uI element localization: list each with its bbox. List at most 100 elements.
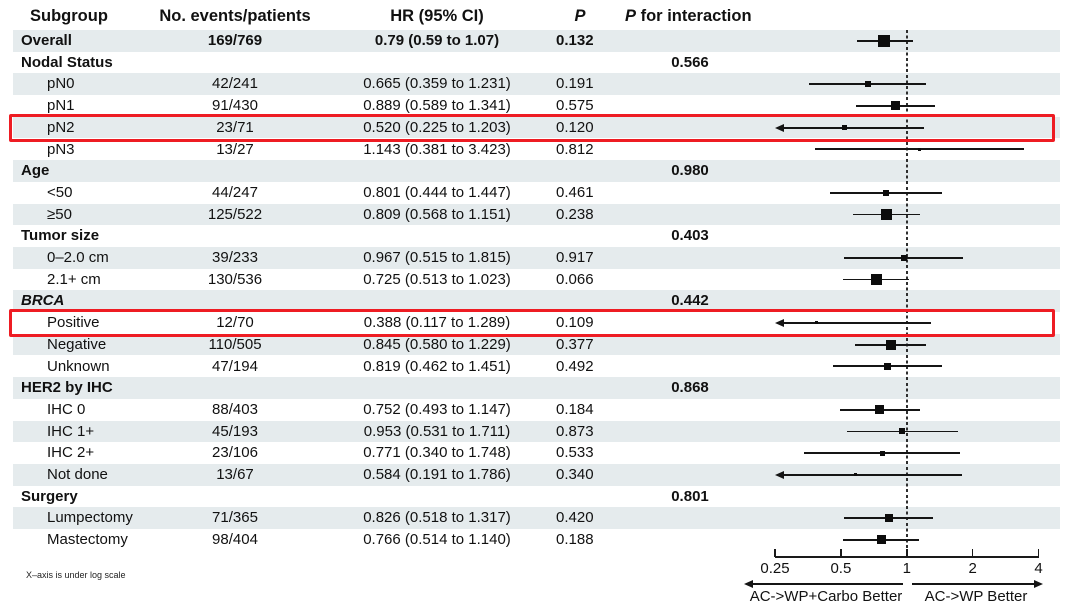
row-label: Lumpectomy xyxy=(47,509,133,527)
ci-line xyxy=(782,322,931,324)
row-events: 45/193 xyxy=(212,422,258,440)
row-label: Negative xyxy=(47,335,107,353)
column-header-p-interaction-rest: for interaction xyxy=(640,7,752,25)
row-hr-ci: 0.752 (0.493 to 1.147) xyxy=(363,400,511,418)
row-p-interaction: 0.801 xyxy=(671,487,709,505)
hr-marker xyxy=(878,34,891,47)
row-p: 0.575 xyxy=(556,97,594,115)
direction-arrow-left-head xyxy=(744,579,753,588)
hr-marker xyxy=(884,514,893,523)
hr-marker xyxy=(876,535,886,545)
hr-marker xyxy=(917,147,921,151)
row-shade-band xyxy=(13,377,1060,399)
x-axis-tick-label: 4 xyxy=(1034,560,1043,577)
row-label: Not done xyxy=(47,466,108,483)
row-p: 0.917 xyxy=(556,249,594,266)
hr-marker xyxy=(815,321,819,325)
row-hr-ci: 0.801 (0.444 to 1.447) xyxy=(363,183,511,201)
hr-marker xyxy=(864,81,871,88)
row-label: HER2 by IHC xyxy=(21,379,113,397)
column-header-p-interaction: P for interaction xyxy=(625,4,752,28)
ci-clip-arrow-left xyxy=(775,318,784,327)
row-p-interaction: 0.403 xyxy=(671,227,709,245)
row-shade-band xyxy=(13,247,1060,269)
hr-marker xyxy=(854,473,858,477)
row-hr-ci: 0.725 (0.513 to 1.023) xyxy=(363,270,511,288)
x-axis-tick-label: 0.5 xyxy=(830,560,852,577)
row-label: Overall xyxy=(21,32,72,49)
highlight-box xyxy=(9,309,1055,338)
row-hr-ci: 0.826 (0.518 to 1.317) xyxy=(363,509,511,527)
row-events: 169/769 xyxy=(207,32,263,49)
row-p: 0.066 xyxy=(556,270,594,288)
column-header-hr-ci: HR (95% CI) xyxy=(390,7,484,25)
row-p: 0.812 xyxy=(556,140,594,158)
row-events: 42/241 xyxy=(212,75,258,93)
row-p: 0.188 xyxy=(556,531,594,549)
row-events: 13/67 xyxy=(216,466,254,483)
hr-marker xyxy=(875,405,885,415)
row-hr-ci: 0.766 (0.514 to 1.140) xyxy=(363,531,511,549)
row-shade-band xyxy=(13,290,1060,313)
row-p-interaction: 0.980 xyxy=(671,162,709,180)
row-label: BRCA xyxy=(21,292,65,310)
direction-arrow-right-line xyxy=(912,583,1034,585)
row-p: 0.184 xyxy=(556,400,594,418)
row-p: 0.132 xyxy=(556,32,594,49)
row-label: IHC 2+ xyxy=(47,444,95,462)
row-label: Mastectomy xyxy=(47,531,128,549)
hr-marker xyxy=(885,339,896,350)
row-hr-ci: 0.809 (0.568 to 1.151) xyxy=(363,205,511,223)
ci-clip-arrow-left xyxy=(775,470,784,479)
row-hr-ci: 0.953 (0.531 to 1.711) xyxy=(363,422,511,440)
row-hr-ci: 0.388 (0.117 to 1.289) xyxy=(363,314,511,332)
ci-line xyxy=(782,126,925,129)
row-label: Unknown xyxy=(47,357,110,375)
row-events: 125/522 xyxy=(207,205,263,223)
column-header-events: No. events/patients xyxy=(159,7,311,25)
row-label: 2.1+ cm xyxy=(47,270,101,288)
row-label: 0–2.0 cm xyxy=(47,249,109,266)
row-p: 0.873 xyxy=(556,422,594,440)
row-label: <50 xyxy=(47,183,73,201)
row-events: 13/27 xyxy=(216,140,254,158)
row-hr-ci: 1.143 (0.381 to 3.423) xyxy=(363,140,511,158)
hr-marker xyxy=(881,208,893,220)
highlight-box xyxy=(9,113,1055,142)
row-label: Age xyxy=(21,162,50,180)
row-events: 39/233 xyxy=(212,249,258,266)
row-hr-ci: 0.665 (0.359 to 1.231) xyxy=(363,75,511,93)
row-p: 0.377 xyxy=(556,335,594,353)
hr-marker xyxy=(870,274,882,286)
row-hr-ci: 0.79 (0.59 to 1.07) xyxy=(374,32,500,49)
column-header-p: P xyxy=(574,7,586,25)
row-shade-band xyxy=(13,30,1060,52)
row-events: 71/365 xyxy=(212,509,258,527)
row-events: 12/70 xyxy=(216,314,254,332)
reference-line-hr1 xyxy=(906,30,908,553)
hr-marker xyxy=(891,101,901,111)
hr-marker xyxy=(879,450,885,456)
row-shade-band xyxy=(13,73,1060,96)
column-header-subgroup: Subgroup xyxy=(30,7,108,25)
row-hr-ci: 0.584 (0.191 to 1.786) xyxy=(363,466,511,483)
row-events: 110/505 xyxy=(208,335,262,353)
row-hr-ci: 0.771 (0.340 to 1.748) xyxy=(363,444,511,462)
row-shade-band xyxy=(13,203,1060,226)
column-header-p-interaction-p: P xyxy=(625,7,637,25)
row-shade-band xyxy=(13,333,1060,356)
row-shade-band xyxy=(13,420,1060,443)
hr-marker xyxy=(900,254,907,261)
row-events: 98/404 xyxy=(212,531,258,549)
row-label: Surgery xyxy=(21,487,78,505)
x-axis-tick-label: 1 xyxy=(902,560,911,577)
row-events: 130/536 xyxy=(207,270,263,288)
row-hr-ci: 0.845 (0.580 to 1.229) xyxy=(363,335,511,353)
x-axis-tick-label: 2 xyxy=(968,560,977,577)
row-label: Positive xyxy=(47,314,100,332)
row-events: 23/71 xyxy=(216,118,254,136)
hr-marker xyxy=(842,125,848,131)
direction-arrow-left-line xyxy=(752,583,903,585)
direction-arrow-right-head xyxy=(1034,579,1043,588)
